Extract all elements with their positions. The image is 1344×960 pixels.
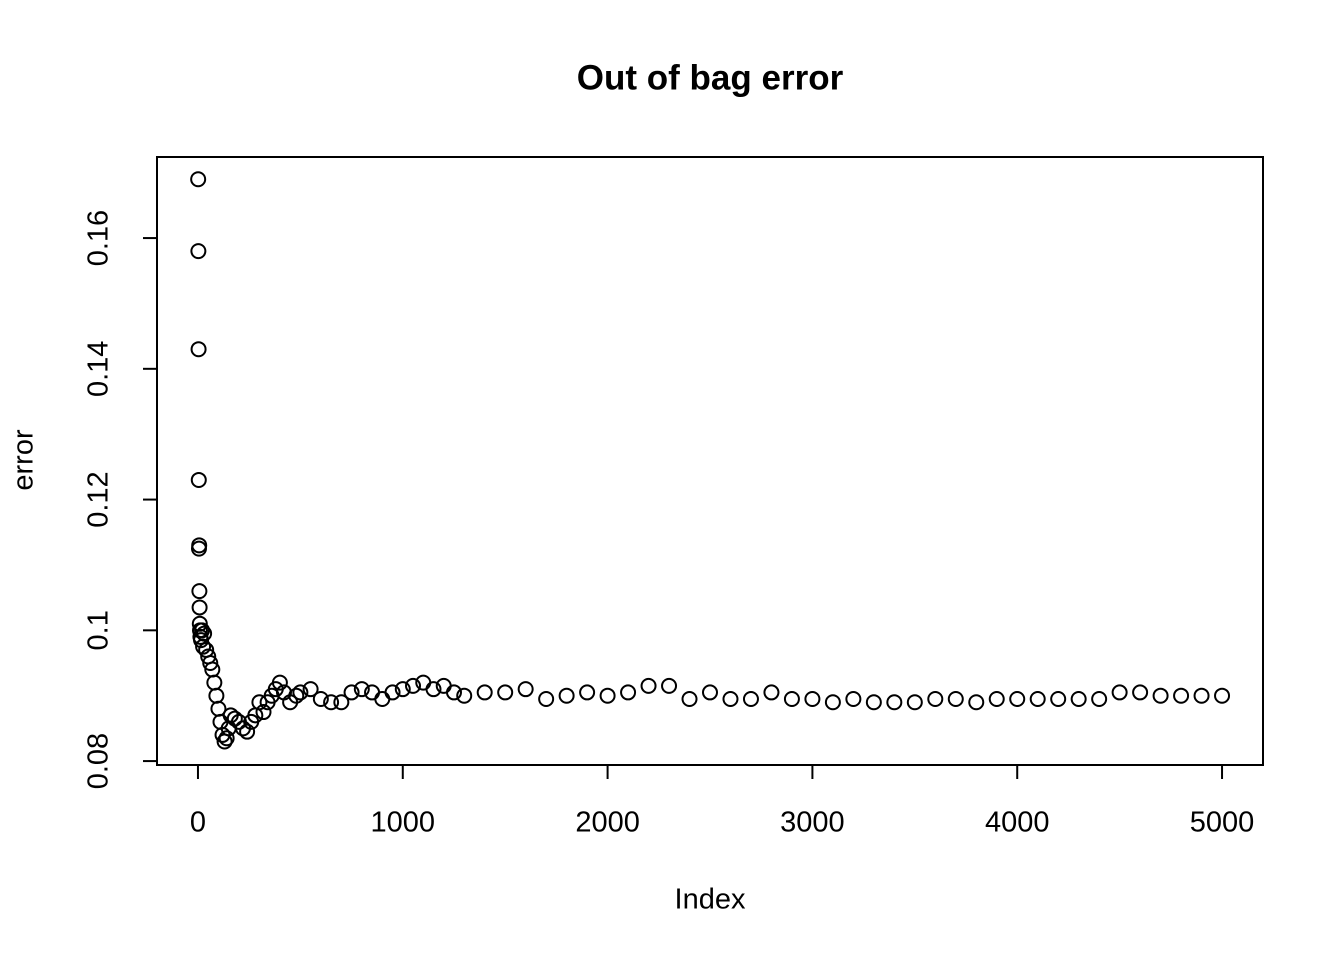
- point: [405, 677, 422, 694]
- y-tick-label: 0.1: [83, 610, 115, 650]
- point: [1214, 687, 1231, 704]
- point: [206, 674, 223, 691]
- point: [190, 471, 207, 488]
- point: [255, 704, 272, 721]
- point: [251, 694, 268, 711]
- point: [599, 687, 616, 704]
- point: [1009, 690, 1026, 707]
- point: [804, 690, 821, 707]
- point: [517, 681, 534, 698]
- point: [497, 684, 514, 701]
- point: [1152, 687, 1169, 704]
- point: [194, 622, 211, 639]
- point: [208, 687, 225, 704]
- point: [702, 684, 718, 701]
- y-axis-title: error: [8, 429, 40, 491]
- x-tick-label: 1000: [371, 807, 436, 839]
- point: [1173, 687, 1190, 704]
- point: [763, 684, 780, 701]
- point: [353, 681, 370, 698]
- point: [579, 684, 596, 701]
- point: [190, 341, 207, 358]
- point: [302, 681, 319, 698]
- point: [476, 684, 493, 701]
- point: [783, 690, 800, 707]
- x-axis-title: Index: [675, 884, 746, 916]
- point: [742, 690, 759, 707]
- point: [394, 681, 411, 698]
- point: [906, 694, 923, 711]
- point: [824, 694, 841, 711]
- point: [865, 694, 882, 711]
- point: [968, 694, 985, 711]
- x-tick-label: 5000: [1190, 807, 1255, 839]
- point: [323, 694, 340, 711]
- point: [988, 690, 1005, 707]
- plot-frame: [156, 156, 1264, 766]
- point: [292, 684, 309, 701]
- point: [218, 730, 235, 747]
- point: [196, 625, 213, 642]
- point: [271, 674, 288, 691]
- point: [456, 687, 473, 704]
- point: [927, 690, 944, 707]
- y-tick-label: 0.16: [83, 210, 115, 266]
- point: [1029, 690, 1046, 707]
- point: [1132, 684, 1149, 701]
- point: [191, 583, 208, 600]
- point: [374, 690, 391, 707]
- x-tick-label: 4000: [985, 807, 1050, 839]
- point: [1111, 684, 1128, 701]
- point: [661, 677, 678, 694]
- point: [191, 537, 208, 554]
- point: [288, 687, 305, 704]
- point: [1091, 690, 1108, 707]
- point: [640, 677, 657, 694]
- point: [384, 684, 401, 701]
- point: [538, 690, 555, 707]
- point: [886, 694, 903, 711]
- point: [1193, 687, 1210, 704]
- point: [845, 690, 862, 707]
- point: [312, 690, 329, 707]
- point: [722, 690, 739, 707]
- point: [191, 599, 208, 616]
- point: [190, 171, 207, 188]
- point: [333, 694, 350, 711]
- y-tick-label: 0.14: [83, 341, 115, 397]
- chart-title: Out of bag error: [577, 58, 844, 97]
- point: [620, 684, 637, 701]
- point: [190, 243, 207, 260]
- point: [445, 684, 462, 701]
- point: [1050, 690, 1067, 707]
- y-tick-label: 0.12: [83, 471, 115, 527]
- point: [681, 690, 698, 707]
- point: [425, 681, 442, 698]
- point: [558, 687, 575, 704]
- point: [1070, 690, 1087, 707]
- x-tick-label: 3000: [780, 807, 845, 839]
- x-tick-label: 2000: [575, 807, 640, 839]
- point: [202, 655, 219, 672]
- point: [239, 723, 256, 740]
- x-tick-label: 0: [190, 807, 206, 839]
- y-tick-label: 0.08: [83, 733, 115, 789]
- point: [947, 690, 964, 707]
- point: [226, 710, 243, 727]
- point: [343, 684, 360, 701]
